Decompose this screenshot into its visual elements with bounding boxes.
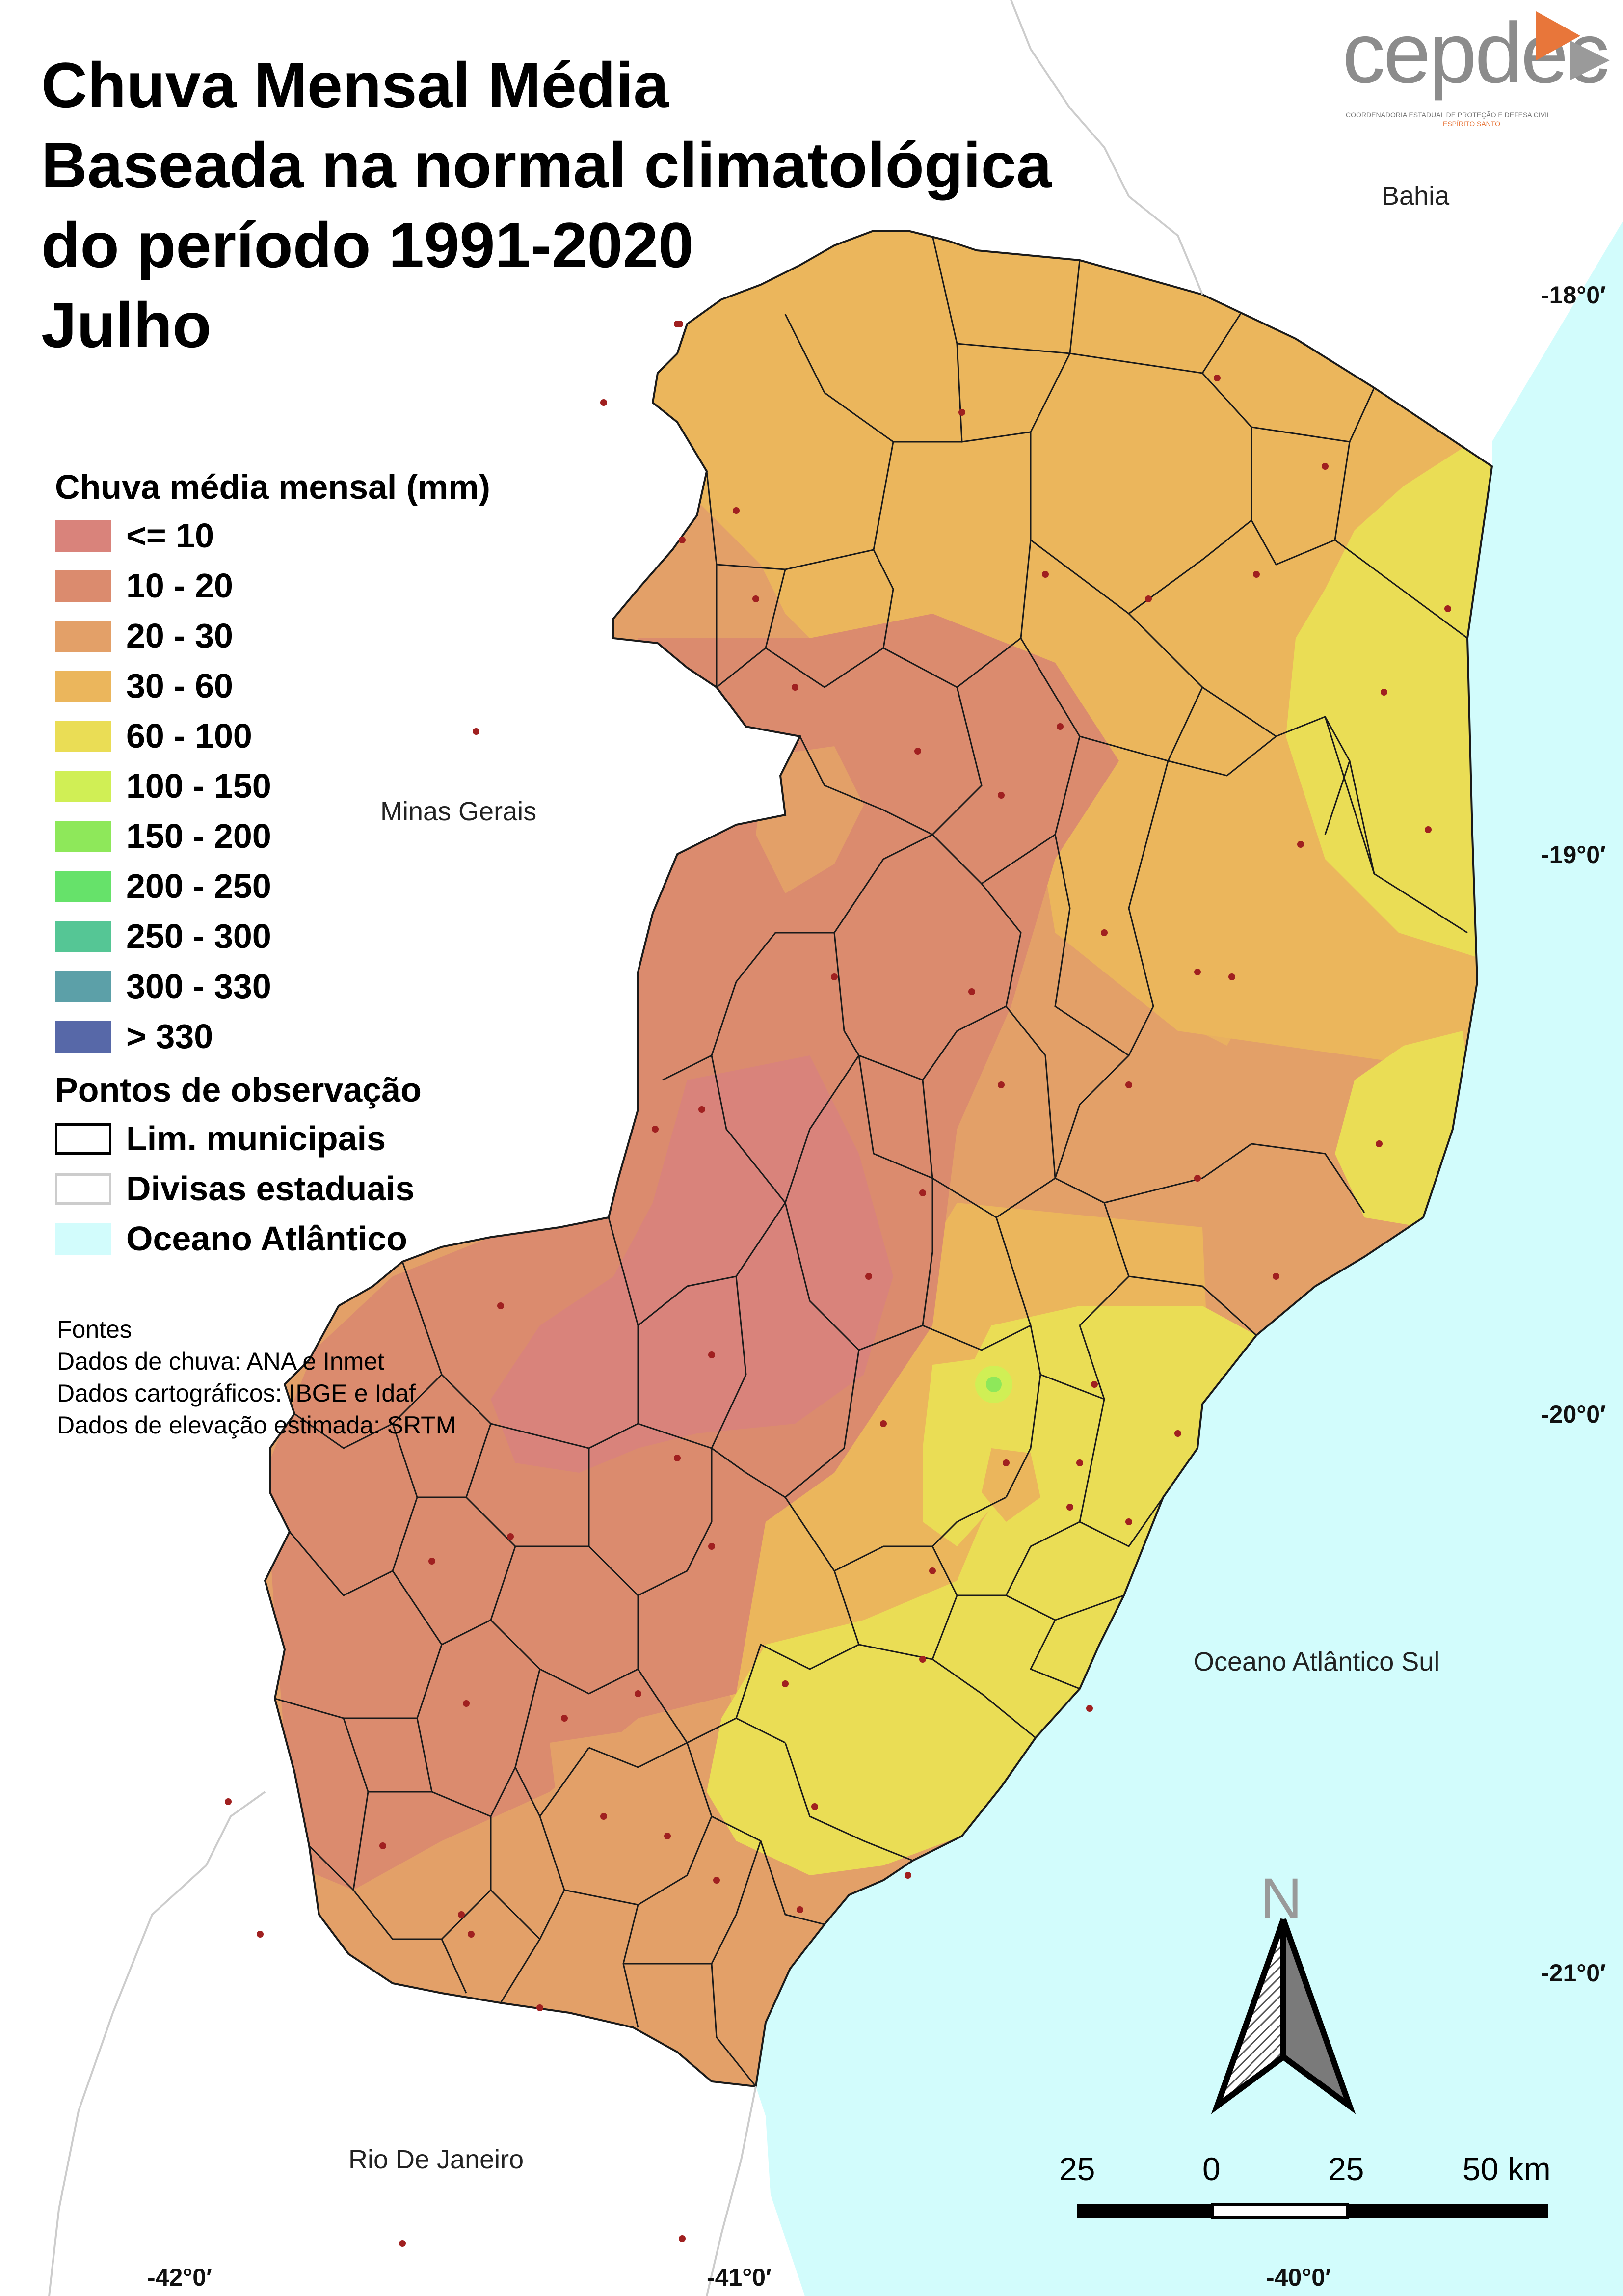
- legend-class-label: 150 - 200: [126, 817, 271, 855]
- label-bahia: Bahia: [1382, 181, 1450, 211]
- title-line-3: do período 1991-2020: [41, 209, 694, 281]
- label-rio-de-janeiro: Rio De Janeiro: [348, 2145, 524, 2174]
- legend-rain-title: Chuva média mensal (mm): [55, 468, 490, 506]
- lat-label-20: -20°0′: [1541, 1401, 1606, 1428]
- legend-class-label: > 330: [126, 1017, 213, 1055]
- north-label: N: [1260, 1866, 1303, 1931]
- legend-class-row: 300 - 330: [55, 962, 490, 1012]
- zone-30-60-lagoon: [1197, 972, 1247, 1046]
- legend-class-row: 30 - 60: [55, 662, 490, 712]
- espirito-santo-outline: [264, 230, 1493, 2088]
- zone-le-10: [491, 1055, 893, 1473]
- legend-class-label: 60 - 100: [126, 717, 252, 755]
- zone-20-30-band-south: [471, 1900, 717, 2037]
- legend-swatch: [55, 771, 111, 802]
- station-markers: [379, 321, 1451, 2011]
- legend-class-label: 200 - 250: [126, 867, 271, 905]
- state-border-rio-2: [706, 2086, 757, 2296]
- legend-class-row: 20 - 30: [55, 612, 490, 662]
- legend: Chuva média mensal (mm) <= 10 10 - 20 20…: [55, 462, 490, 1265]
- zone-150-200-spot: [986, 1377, 1002, 1392]
- municipal-boundaries: [274, 235, 1468, 2086]
- legend-item-row: Oceano Atlântico: [55, 1215, 490, 1265]
- lat-label-21: -21°0′: [1541, 1959, 1606, 1987]
- legend-class-row: 100 - 150: [55, 762, 490, 812]
- legend-class-label: <= 10: [126, 516, 214, 555]
- legend-class-row: 200 - 250: [55, 862, 490, 912]
- sources-carto: Dados cartográficos: IBGE e Idaf: [57, 1379, 416, 1407]
- legend-class-row: 250 - 300: [55, 912, 490, 962]
- lat-label-18: -18°0′: [1541, 281, 1606, 309]
- lat-label-19: -19°0′: [1541, 841, 1606, 868]
- legend-swatch-municipal: [55, 1123, 111, 1155]
- logo-arrow-icon: [1536, 11, 1610, 80]
- zone-20-30-pocket-south: [550, 1728, 677, 1875]
- legend-class-row: 150 - 200: [55, 812, 490, 862]
- title-line-2: Baseada na normal climatológica: [41, 129, 1052, 201]
- logo-state: ESPÍRITO SANTO: [1443, 120, 1500, 128]
- legend-item-label: Divisas estaduais: [126, 1169, 415, 1208]
- legend-swatch: [55, 721, 111, 752]
- sources-elevation: Dados de elevação estimada: SRTM: [57, 1411, 456, 1439]
- legend-swatch: [55, 921, 111, 952]
- lon-label-42: -42°0′: [147, 2264, 213, 2291]
- label-minas-gerais: Minas Gerais: [380, 797, 537, 826]
- atlantic-ocean: [756, 221, 1623, 2296]
- legend-swatch: [55, 821, 111, 852]
- legend-class-label: 250 - 300: [126, 917, 271, 955]
- title-line-4: Julho: [41, 289, 212, 361]
- scale-label-25-left: 25: [1059, 2151, 1095, 2187]
- legend-swatch: [55, 671, 111, 702]
- title-line-1: Chuva Mensal Média: [41, 49, 669, 121]
- legend-class-label: 100 - 150: [126, 767, 271, 805]
- scale-label-25-right: 25: [1328, 2151, 1364, 2187]
- legend-points-title: Pontos de observação: [55, 1071, 422, 1109]
- legend-swatch: [55, 1021, 111, 1053]
- legend-class-label: 10 - 20: [126, 567, 233, 605]
- zone-30-60-north: [638, 231, 1492, 1080]
- legend-swatch: [55, 520, 111, 552]
- lon-label-41: -41°0′: [707, 2264, 772, 2291]
- scale-label-0: 0: [1202, 2151, 1221, 2187]
- legend-class-row: > 330: [55, 1012, 490, 1062]
- legend-class-row: 10 - 20: [55, 562, 490, 612]
- sources-heading: Fontes: [57, 1316, 132, 1343]
- cepdec-logo: cepdec COORDENADORIA ESTADUAL DE PROTEÇÃ…: [1340, 4, 1615, 132]
- legend-item-row: Divisas estaduais: [55, 1164, 490, 1215]
- zone-60-100-center: [707, 1306, 1256, 1875]
- legend-swatch: [55, 570, 111, 602]
- label-ocean: Oceano Atlântico Sul: [1194, 1647, 1440, 1676]
- legend-swatch-ocean: [55, 1223, 111, 1255]
- legend-class-label: 300 - 330: [126, 967, 271, 1005]
- lon-label-40: -40°0′: [1266, 2264, 1331, 2291]
- logo-wordmark: cepdec: [1342, 5, 1609, 101]
- zone-20-30-center-pocket: [982, 1448, 1040, 1522]
- legend-item-label: Lim. municipais: [126, 1119, 386, 1158]
- zone-60-100-northeast: [1286, 442, 1492, 957]
- north-arrow-right-half: [1280, 1918, 1356, 2114]
- scale-bar: [1077, 2203, 1548, 2219]
- legend-class-row: <= 10: [55, 512, 490, 562]
- legend-class-label: 30 - 60: [126, 667, 233, 705]
- station-markers-outside: [225, 321, 686, 2247]
- sources-rain: Dados de chuva: ANA e Inmet: [57, 1348, 385, 1375]
- legend-item-row: Lim. municipais: [55, 1114, 490, 1164]
- legend-item-label: Oceano Atlântico: [126, 1219, 408, 1258]
- legend-class-label: 20 - 30: [126, 617, 233, 655]
- legend-swatch: [55, 621, 111, 652]
- legend-swatch: [55, 971, 111, 1002]
- map-title: Chuva Mensal Média Baseada na normal cli…: [41, 45, 1052, 365]
- state-border-rio: [48, 1791, 266, 2296]
- zone-20-30-pocket-north: [756, 746, 864, 893]
- scale-label-50km: 50 km: [1463, 2151, 1551, 2187]
- sources: Fontes Dados de chuva: ANA e Inmet Dados…: [57, 1314, 456, 1441]
- legend-swatch: [55, 871, 111, 902]
- legend-class-row: 60 - 100: [55, 712, 490, 762]
- logo-subtitle: COORDENADORIA ESTADUAL DE PROTEÇÃO E DEF…: [1346, 111, 1551, 119]
- zone-60-100-west-lobe: [923, 1355, 1031, 1546]
- state-border-bahia: [1010, 0, 1203, 295]
- legend-swatch-state: [55, 1173, 111, 1205]
